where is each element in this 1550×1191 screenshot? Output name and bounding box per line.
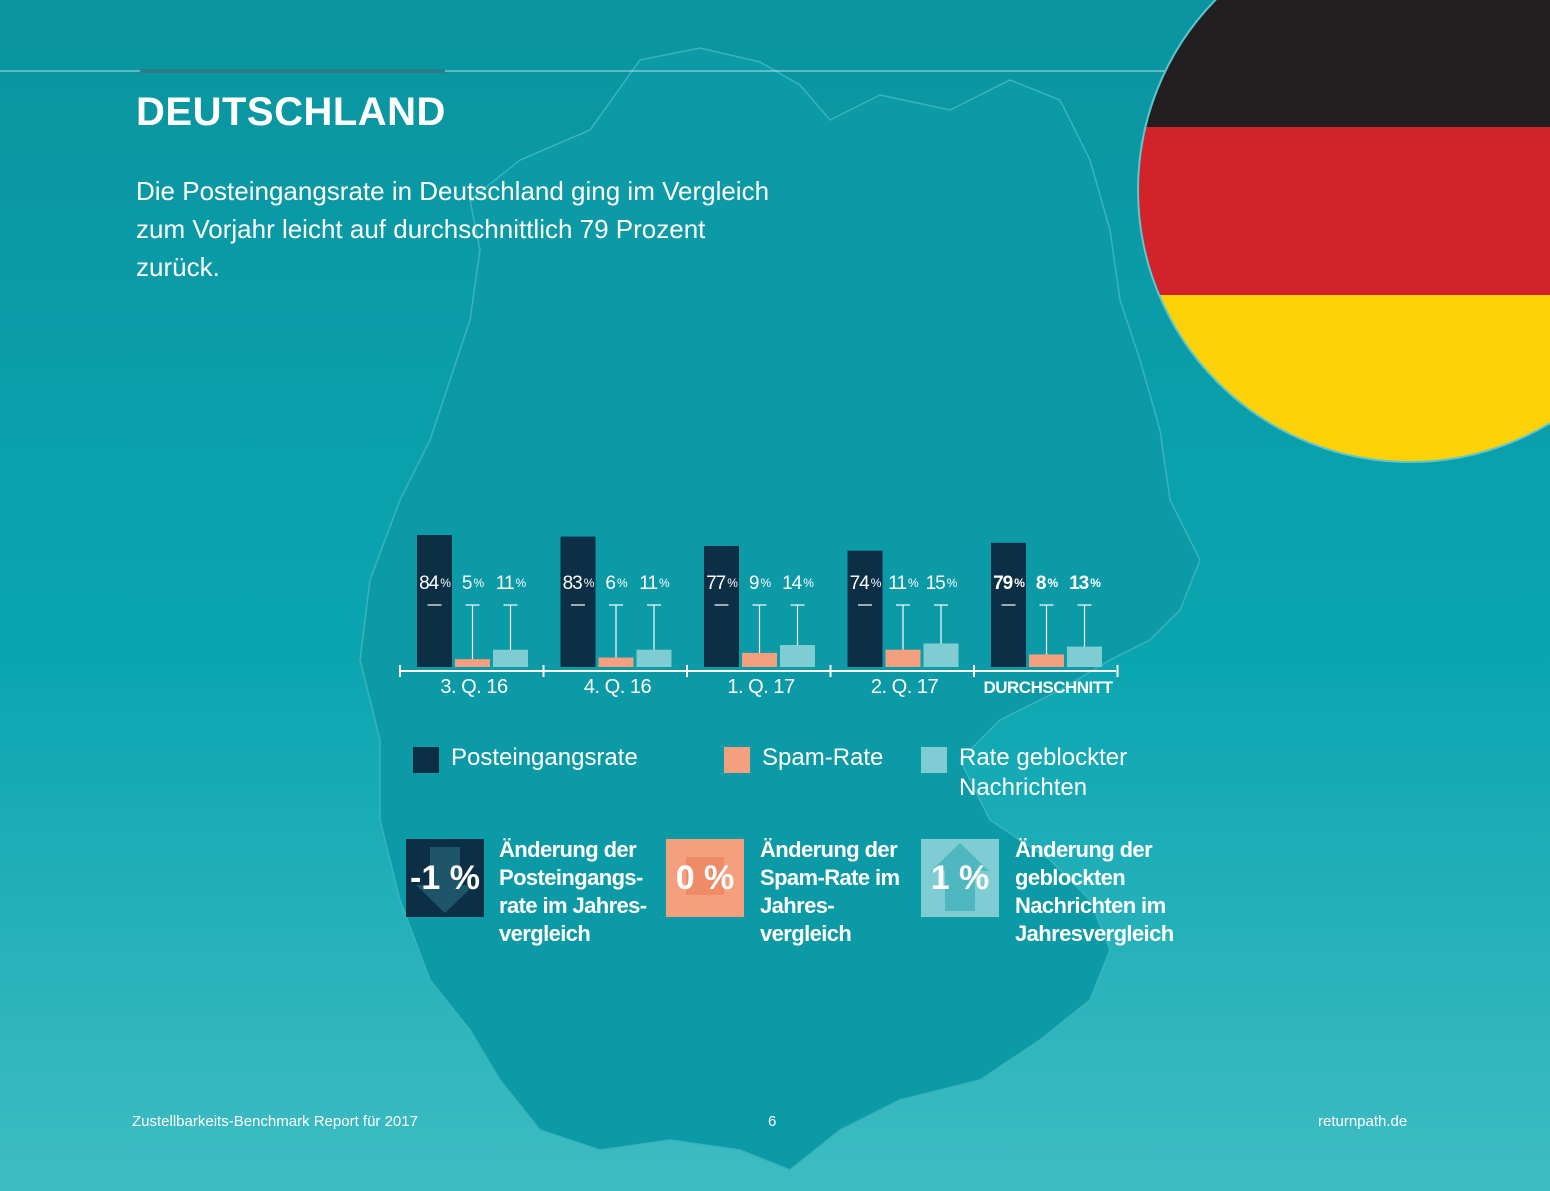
bar-0-0 [417, 535, 452, 667]
bar-0-1 [560, 536, 596, 667]
change-value-spam-rate: 0 % [675, 858, 735, 897]
legend-item-blocked-rate: Rate geblockter Nachrichten [921, 743, 1144, 803]
data-label: 15% [926, 573, 958, 594]
bar-1-1 [598, 657, 634, 667]
data-label: 84% [419, 573, 451, 594]
change-label-spam-rate: Änderung der Spam-Rate im Jahres-verglei… [760, 837, 900, 946]
data-label: 5% [462, 573, 485, 594]
change-box-inbox-rate: -1 % [406, 839, 484, 917]
data-label: 8% [1036, 573, 1059, 594]
data-label: 83% [563, 573, 595, 594]
bar-1-0 [455, 659, 490, 667]
data-label: 79% [993, 573, 1025, 594]
data-label: 11% [496, 573, 527, 594]
data-label: 13% [1069, 573, 1101, 594]
legend-swatch-spam-rate [724, 747, 750, 773]
bar-0-3 [847, 550, 883, 667]
change-label-inbox-rate: Änderung der Posteingangs-rate im Jahres… [499, 837, 647, 946]
bar-2-3 [923, 643, 959, 667]
bar-1-4 [1029, 654, 1064, 667]
x-tick-label: DURCHSCHNITT [983, 678, 1113, 697]
arrow-down-icon [416, 847, 474, 913]
data-label: 11% [888, 573, 919, 594]
page-number: 6 [768, 1113, 777, 1130]
page-title: DEUTSCHLAND [136, 90, 446, 134]
arrow-up-icon [931, 843, 989, 911]
legend-swatch-blocked-rate [921, 747, 947, 773]
change-label-blocked-rate: Änderung der geblockten Nachrichten im J… [1015, 837, 1174, 946]
x-tick-label: 1. Q. 17 [727, 676, 795, 698]
change-box-spam-rate: 0 % [666, 839, 744, 917]
change-value-inbox-rate: -1 % [410, 858, 480, 897]
change-value-blocked-rate: 1 % [930, 858, 990, 897]
top-rule [0, 70, 1550, 72]
change-box-blocked-rate: 1 % [921, 839, 999, 917]
data-label: 14% [782, 573, 814, 594]
data-label: 6% [605, 573, 628, 594]
legend-label-blocked-rate: Rate geblockter Nachrichten [959, 744, 1128, 801]
legend-label-posteingangsrate: Posteingangsrate [451, 744, 638, 771]
bar-2-4 [1067, 646, 1102, 667]
data-label: 77% [706, 573, 738, 594]
bar-2-0 [493, 649, 528, 667]
x-tick-label: 2. Q. 17 [871, 676, 939, 698]
footer-website-link[interactable]: returnpath.de [1318, 1113, 1408, 1130]
bar-0-2 [704, 546, 739, 667]
x-tick-label: 4. Q. 16 [584, 676, 652, 698]
data-label: 9% [749, 573, 772, 594]
bar-2-2 [780, 645, 815, 667]
bar-2-1 [636, 649, 672, 667]
bar-1-2 [742, 652, 777, 667]
neutral-square-icon [686, 857, 724, 895]
legend-item-spam-rate: Spam-Rate [724, 743, 922, 773]
top-rule-accent [140, 69, 445, 73]
legend-label-spam-rate: Spam-Rate [762, 744, 884, 771]
footer-report-title: Zustellbarkeits-Benchmark Report für 201… [132, 1113, 418, 1130]
legend-swatch-posteingangsrate [413, 747, 439, 773]
data-label: 11% [639, 573, 670, 594]
x-tick-label: 3. Q. 16 [440, 676, 508, 698]
bar-1-3 [885, 649, 921, 667]
legend-item-posteingangsrate: Posteingangsrate [413, 743, 671, 773]
data-label: 74% [850, 573, 882, 594]
intro-text: Die Posteingangsrate in Deutschland ging… [136, 176, 770, 282]
